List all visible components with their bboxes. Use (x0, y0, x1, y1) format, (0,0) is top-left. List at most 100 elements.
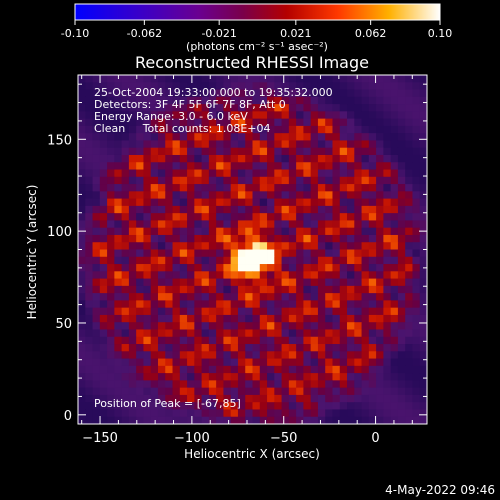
heatmap-cell (107, 140, 115, 149)
heatmap-cell (281, 322, 290, 330)
heatmap-cell (201, 264, 210, 272)
heatmap-cell (107, 133, 115, 141)
heatmap-cell (303, 154, 312, 163)
heatmap-cell (179, 351, 188, 359)
heatmap-cell (223, 365, 232, 374)
heatmap-cell (288, 205, 297, 214)
heatmap-cell (361, 89, 370, 98)
heatmap-cell (288, 104, 297, 112)
heatmap-cell (128, 234, 137, 243)
heatmap-cell (339, 344, 348, 352)
heatmap-cell (405, 147, 413, 156)
heatmap-cell (252, 147, 261, 156)
heatmap-cell (368, 380, 377, 389)
heatmap-cell (208, 380, 217, 389)
heatmap-cell (390, 314, 399, 323)
x-tick-label: −150 (82, 431, 118, 446)
heatmap-cell (368, 300, 377, 309)
heatmap-cell (208, 176, 217, 185)
heatmap-cell (332, 184, 341, 192)
heatmap-cell (354, 409, 362, 418)
heatmap-cell (107, 256, 115, 265)
heatmap-cell (383, 307, 392, 316)
heatmap-cell (325, 184, 333, 192)
heatmap-cell (259, 104, 268, 112)
info-line-detectors: Detectors: 3F 4F 5F 6F 7F 8F, Att 0 (94, 98, 286, 111)
heatmap-cell (107, 329, 115, 338)
heatmap-cell (187, 365, 195, 374)
heatmap-cell (245, 234, 253, 243)
heatmap-cell (288, 387, 297, 396)
heatmap-cell (157, 402, 166, 410)
heatmap-cell (208, 373, 217, 381)
heatmap-cell (128, 416, 137, 424)
heatmap-cell (107, 111, 115, 120)
heatmap-cell (121, 147, 130, 156)
heatmap-cell (259, 322, 268, 330)
heatmap-cell (368, 242, 377, 250)
heatmap-cell (332, 314, 341, 323)
heatmap-cell (347, 75, 355, 83)
heatmap-cell (187, 227, 195, 236)
heatmap-cell (237, 293, 246, 301)
heatmap-cell (179, 278, 188, 287)
heatmap-cell (252, 205, 261, 214)
heatmap-cell (368, 118, 377, 127)
heatmap-cell (143, 380, 152, 389)
heatmap-cell (361, 249, 370, 258)
heatmap-cell (194, 380, 203, 389)
heatmap-cell (223, 125, 232, 134)
heatmap-cell (179, 198, 188, 207)
heatmap-cell (187, 358, 195, 367)
heatmap-cell (136, 358, 144, 367)
heatmap-cell (368, 198, 377, 207)
heatmap-cell (332, 373, 341, 381)
heatmap-cell (397, 82, 406, 90)
heatmap-cell (179, 205, 188, 214)
heatmap-cell (150, 125, 159, 134)
heatmap-cell (288, 111, 297, 120)
heatmap-cell (150, 344, 159, 352)
heatmap-cell (354, 351, 362, 359)
heatmap-cell (172, 314, 181, 323)
heatmap-cell (339, 169, 348, 178)
heatmap-cell (172, 118, 181, 127)
heatmap-cell (317, 329, 326, 338)
heatmap-cell (288, 264, 297, 272)
heatmap-cell (252, 104, 261, 112)
heatmap-cell (332, 104, 341, 112)
heatmap-cell (216, 293, 224, 301)
heatmap-cell (267, 140, 275, 149)
heatmap-cell (405, 184, 413, 192)
heatmap-cell (310, 314, 319, 323)
heatmap-cell (165, 198, 173, 207)
heatmap-cell (361, 220, 370, 229)
heatmap-cell (157, 176, 166, 185)
heatmap-cell (310, 227, 319, 236)
heatmap-cell (332, 227, 341, 236)
heatmap-cell (412, 394, 421, 403)
heatmap-cell (339, 373, 348, 381)
heatmap-cell (419, 394, 427, 403)
heatmap-cell (99, 264, 108, 272)
heatmap-cell (172, 242, 181, 250)
heatmap-cell (99, 402, 108, 410)
heatmap-cell (99, 387, 108, 396)
heatmap-cell (376, 322, 384, 330)
heatmap-cell (237, 104, 246, 112)
heatmap-cell (136, 205, 144, 214)
heatmap-cell (310, 184, 319, 192)
heatmap-cell (107, 227, 115, 236)
heatmap-cell (317, 387, 326, 396)
heatmap-cell (121, 394, 130, 403)
heatmap-cell (317, 322, 326, 330)
heatmap-cell (172, 416, 181, 424)
heatmap-cell (383, 380, 392, 389)
heatmap-cell (216, 191, 224, 200)
heatmap-cell (303, 227, 312, 236)
heatmap-cell (245, 133, 253, 141)
heatmap-cell (281, 409, 290, 418)
heatmap-cell (136, 169, 144, 178)
heatmap-cell (201, 409, 210, 418)
